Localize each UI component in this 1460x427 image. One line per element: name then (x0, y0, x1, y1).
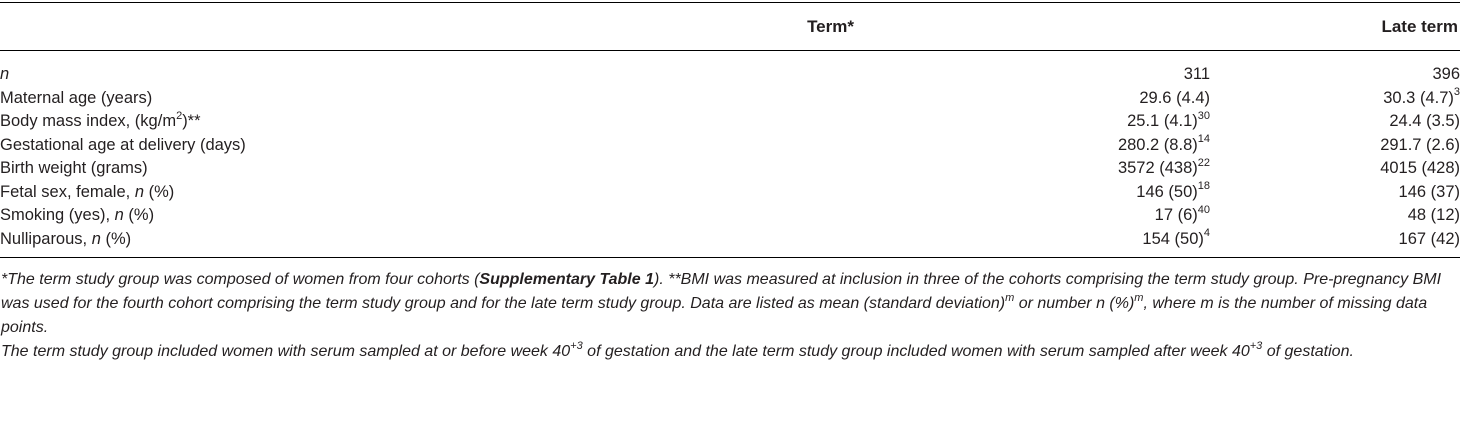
late-term-value: 396 (1210, 63, 1460, 87)
late-term-value-text: 396 (1432, 65, 1460, 83)
row-label-text: Fetal sex, female, (0, 182, 135, 201)
late-term-value-text: 48 (12) (1407, 206, 1460, 224)
row-label-tail: (%) (144, 182, 175, 201)
table-row: Birth weight (grams) 3572 (438)22 4015 (42… (0, 157, 1460, 181)
late-term-value: 24.4 (3.5) (1210, 110, 1460, 134)
term-value: 154 (50)4 (960, 228, 1210, 252)
term-value-text: 17 (6) (1154, 206, 1198, 224)
row-label: n (0, 63, 959, 87)
term-missing-count: 30 (1197, 109, 1210, 122)
row-label-italic: n (134, 182, 144, 201)
row-label-tail: )** (182, 112, 201, 130)
term-value-text: 29.6 (4.4) (1139, 88, 1210, 107)
top-rule (0, 2, 1460, 3)
table-row: Body mass index, (kg/m2)** 25.1 (4.1)30 24… (0, 110, 1460, 134)
supplementary-table-ref[interactable]: Supplementary Table 1 (479, 271, 654, 288)
row-label: Smoking (yes), n (%) (0, 204, 959, 228)
column-header-term: Term* (807, 17, 854, 36)
row-label-text: Gestational age at delivery (days) (0, 135, 246, 154)
term-missing-count: 18 (1197, 180, 1210, 192)
term-value-text: 146 (50) (1136, 182, 1198, 201)
bottom-rule (0, 257, 1460, 258)
term-value: 25.1 (4.1)30 (960, 110, 1210, 134)
row-label: Nulliparous, n (%) (0, 228, 959, 252)
row-label: Birth weight (grams) (0, 157, 959, 181)
footnote-2-sup-2: +3 (1249, 339, 1263, 352)
row-label-text: Maternal age (years) (0, 88, 153, 107)
late-term-value: 291.7 (2.6) (1210, 134, 1460, 158)
late-term-value-text: 291.7 (2.6) (1380, 135, 1460, 154)
row-label: Gestational age at delivery (days) (0, 134, 959, 158)
term-value: 17 (6)40 (960, 204, 1210, 228)
term-value-text: 311 (1183, 65, 1210, 83)
footnote-2: The term study group included women with… (1, 340, 1457, 364)
row-label-italic: n (0, 65, 10, 83)
term-value: 280.2 (8.8)14 (960, 134, 1210, 158)
term-value-text: 25.1 (4.1) (1127, 112, 1198, 130)
term-value-text: 3572 (438) (1117, 159, 1198, 177)
row-label: Body mass index, (kg/m2)** (0, 110, 959, 134)
row-label-italic: n (91, 229, 101, 248)
footnote-1-text-b: ). **BMI was measured at inclusion in th… (1, 271, 1442, 312)
footnote-2-text-a: The term study group included women with… (1, 343, 571, 360)
row-label: Maternal age (years) (0, 87, 959, 111)
table-row: Nulliparous, n (%) 154 (50)4 167 (42) (0, 228, 1460, 252)
late-term-missing-count: 3 (1453, 86, 1460, 98)
term-missing-count: 4 (1203, 227, 1210, 239)
late-term-value: 167 (42) (1210, 228, 1460, 252)
term-value: 311 (960, 63, 1210, 87)
footnote-1: *The term study group was composed of wo… (1, 268, 1457, 340)
term-missing-count: 40 (1197, 203, 1210, 216)
table-row: Maternal age (years) 29.6 (4.4) 30.3 (4.7)… (0, 87, 1460, 111)
term-missing-count: 14 (1197, 133, 1210, 145)
table-row: Fetal sex, female, n (%) 146 (50)18 146 (3… (0, 181, 1460, 205)
late-term-value: 4015 (428) (1210, 157, 1460, 181)
header-rule (0, 50, 1460, 51)
row-label-sup: 2 (176, 109, 183, 122)
term-value-text: 280.2 (8.8) (1117, 135, 1198, 154)
row-label: Fetal sex, female, n (%) (0, 181, 959, 205)
row-label-text: Nulliparous, (0, 229, 92, 248)
term-value: 146 (50)18 (960, 181, 1210, 205)
row-label-text: Birth weight (grams) (0, 159, 148, 177)
late-term-value: 146 (37) (1210, 181, 1460, 205)
footnote-1-sup-2: m (1134, 291, 1144, 304)
table-footnotes: *The term study group was composed of wo… (1, 268, 1457, 364)
late-term-value: 48 (12) (1210, 204, 1460, 228)
footnote-2-sup-1: +3 (570, 339, 583, 352)
footnote-2-text-b: of gestation and the late term study gro… (582, 343, 1250, 360)
row-label-italic: n (114, 206, 124, 224)
late-term-value: 30.3 (4.7)3 (1210, 87, 1460, 111)
term-value-text: 154 (50) (1142, 229, 1204, 248)
footnote-1-text-d: , where m is the number of missing data … (1, 295, 1428, 336)
footnote-1-sup-1: m (1005, 291, 1015, 304)
data-table: n 311 396 Maternal age (years) 29.6 (4.4) 30.… (0, 63, 1460, 251)
late-term-value-text: 4015 (428) (1380, 159, 1460, 177)
late-term-value-text: 146 (37) (1398, 182, 1460, 201)
row-label-text: Body mass index, (kg/m (0, 112, 177, 130)
late-term-value-text: 30.3 (4.7) (1383, 88, 1454, 107)
row-label-text: Smoking (yes), (0, 206, 115, 224)
late-term-value-text: 24.4 (3.5) (1389, 112, 1460, 130)
table-row: Gestational age at delivery (days) 280.2 … (0, 134, 1460, 158)
footnote-2-text-c: of gestation. (1262, 343, 1354, 360)
footnote-1-text-c: or number n (%) (1014, 295, 1135, 312)
row-label-tail: (%) (123, 206, 155, 224)
table-row: n 311 396 (0, 63, 1460, 87)
term-value: 29.6 (4.4) (960, 87, 1210, 111)
term-missing-count: 22 (1197, 156, 1210, 169)
row-label-tail: (%) (100, 229, 132, 248)
column-header-late-term: Late term (1381, 17, 1458, 36)
late-term-value-text: 167 (42) (1398, 229, 1460, 248)
footnote-1-text-a: *The term study group was composed of wo… (1, 271, 480, 288)
term-value: 3572 (438)22 (960, 157, 1210, 181)
table-row: Smoking (yes), n (%) 17 (6)40 48 (12) (0, 204, 1460, 228)
